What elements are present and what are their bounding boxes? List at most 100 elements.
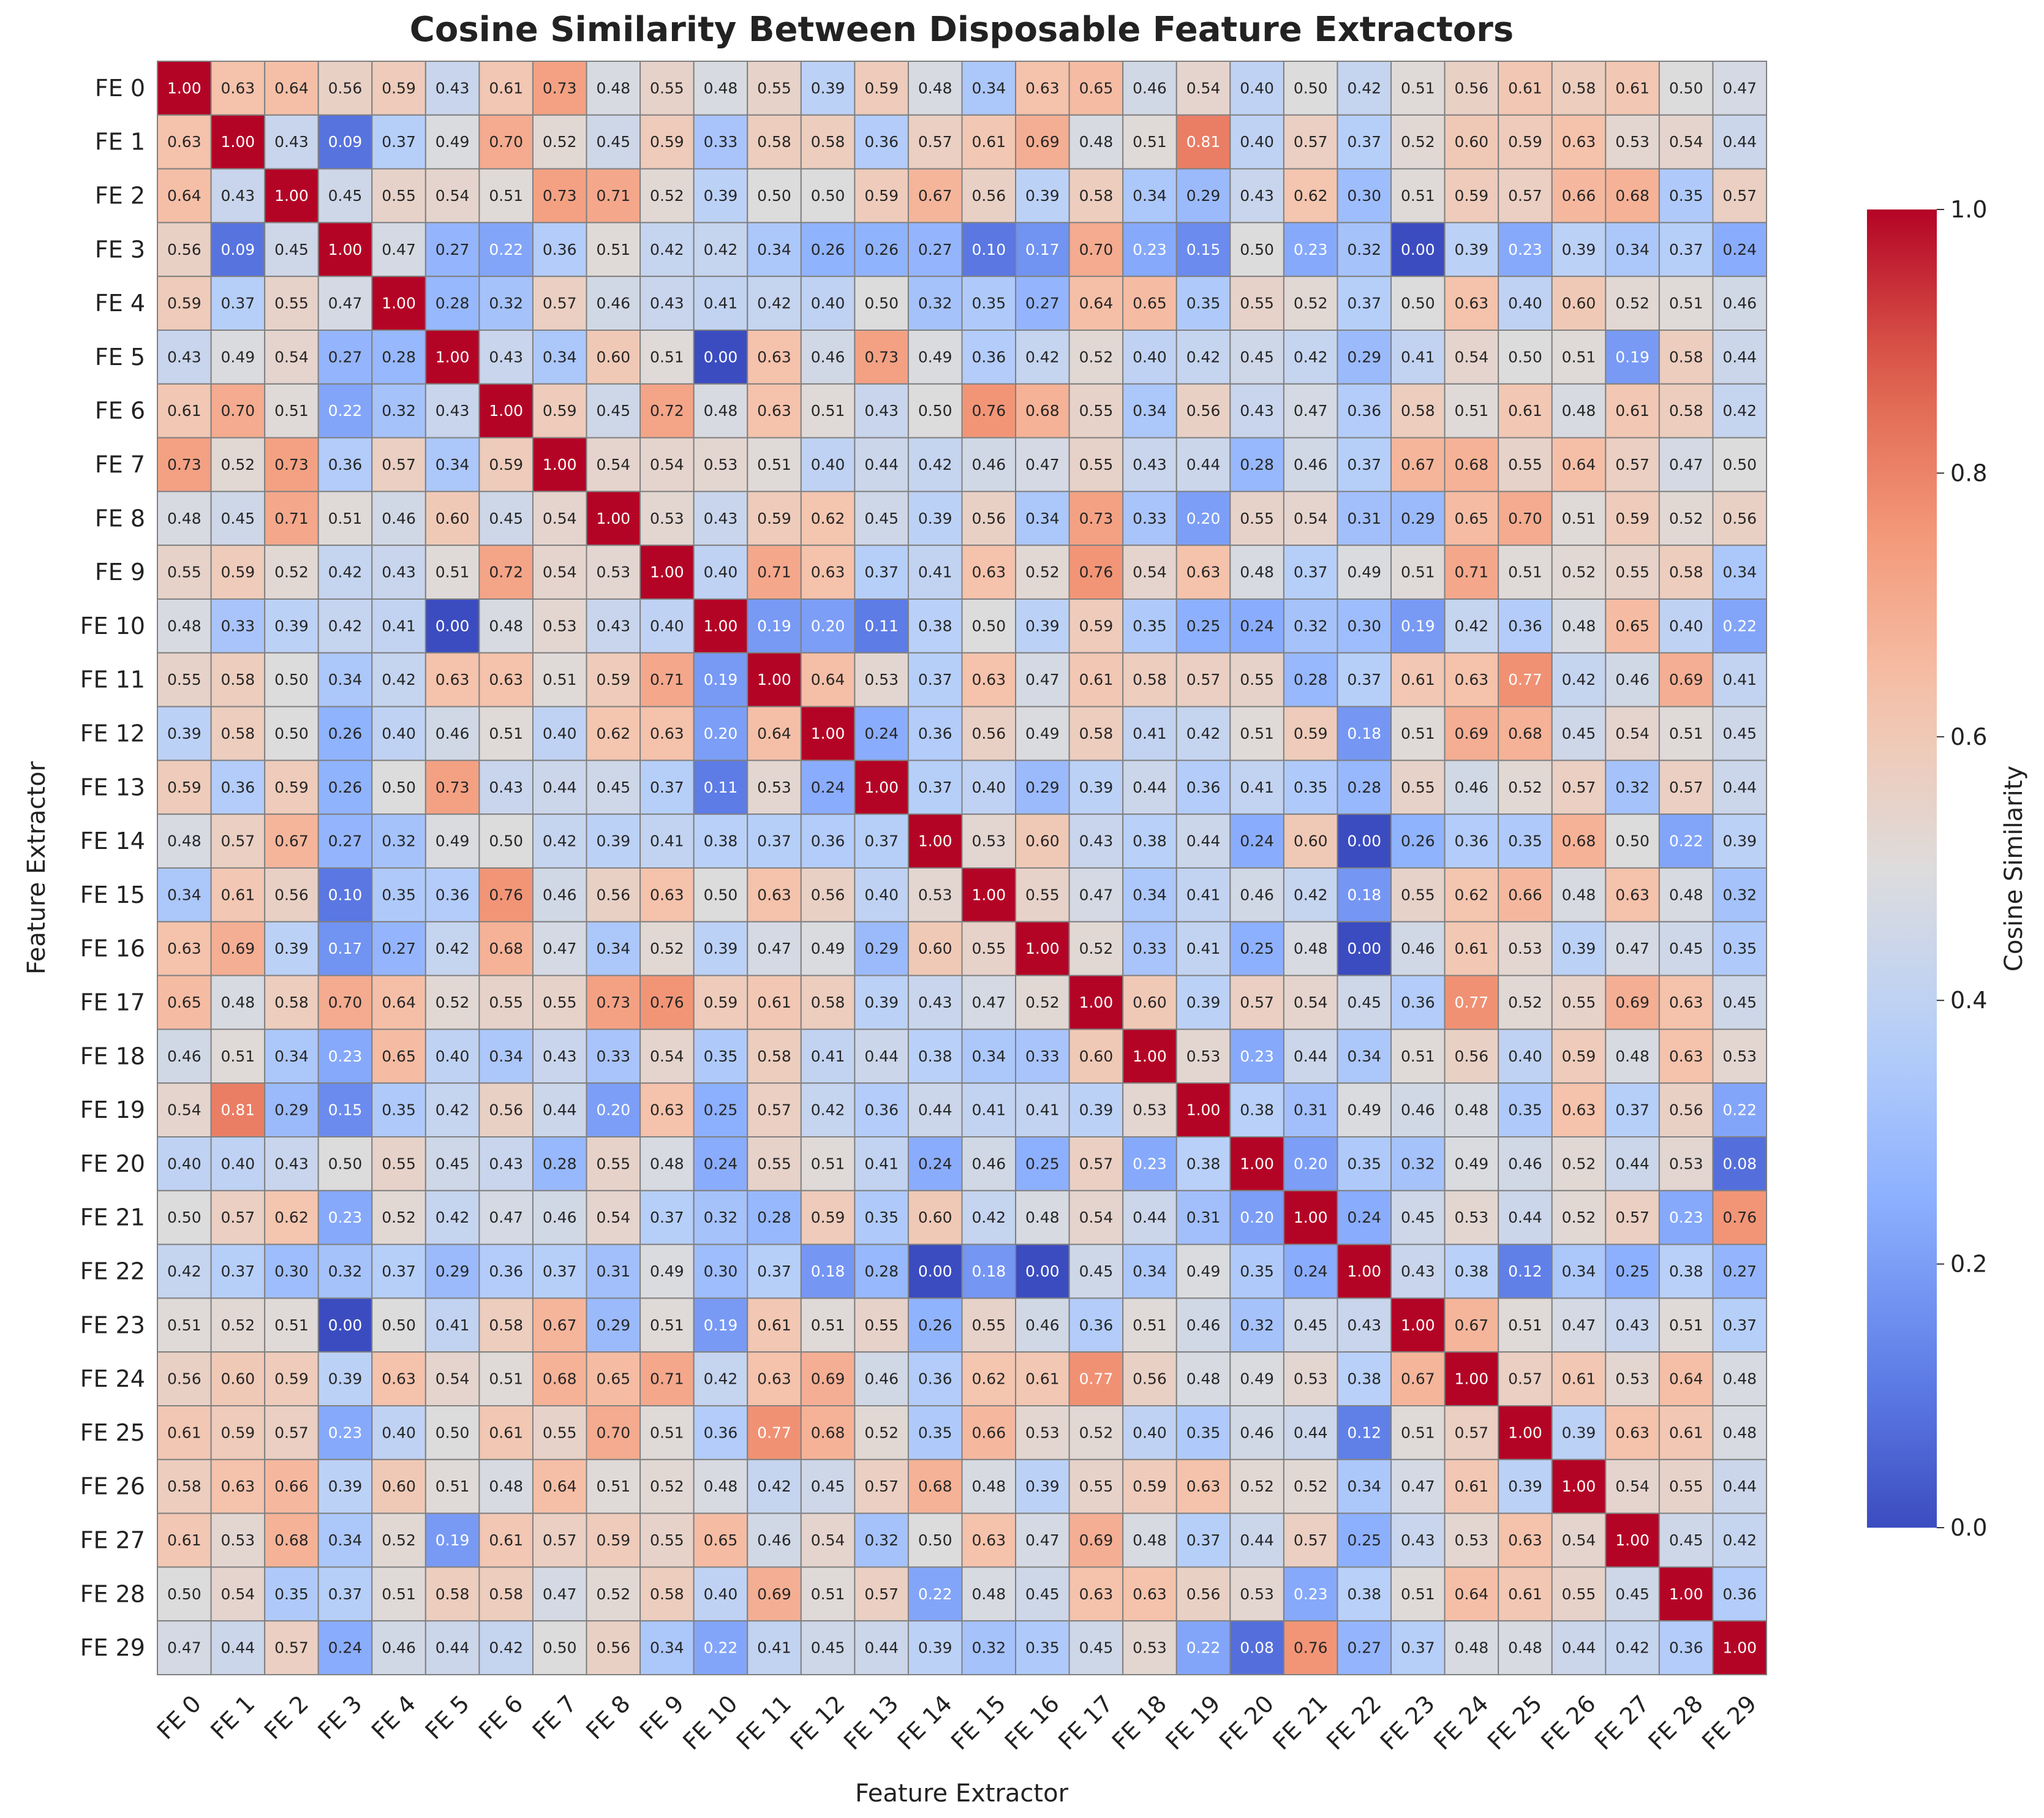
cell-value-label: 0.39 xyxy=(1722,832,1757,850)
heatmap-cell xyxy=(961,383,1017,439)
heatmap-cell xyxy=(157,1405,212,1460)
heatmap-cell xyxy=(800,760,856,815)
cell-value-label: 0.37 xyxy=(650,779,684,796)
cell-value-label: 0.44 xyxy=(543,1101,577,1119)
heatmap-cell xyxy=(1175,1190,1231,1245)
cell-value-label: 0.63 xyxy=(1133,1585,1167,1603)
cell-value-label: 0.43 xyxy=(436,402,470,420)
cell-value-label: 0.22 xyxy=(1669,832,1703,850)
cell-value-label: 0.63 xyxy=(971,564,1006,581)
cell-value-label: 0.35 xyxy=(704,1047,738,1065)
cell-value-label: 0.34 xyxy=(328,1531,363,1549)
heatmap-cell xyxy=(371,1512,426,1568)
cell-value-label: 0.37 xyxy=(543,1262,577,1280)
cell-value-label: 0.56 xyxy=(167,241,202,258)
cell-value-label: 0.32 xyxy=(1294,617,1328,635)
cell-value-label: 0.63 xyxy=(1186,564,1221,581)
y-tick-label: FE 20 xyxy=(80,1150,145,1177)
heatmap-cell xyxy=(1658,1458,1714,1514)
cell-value-label: 0.53 xyxy=(596,564,630,581)
cell-value-label: 0.46 xyxy=(543,886,577,903)
cell-value-label: 0.43 xyxy=(1401,1262,1435,1280)
cell-value-label: 0.61 xyxy=(1615,402,1650,420)
cell-value-label: 0.53 xyxy=(1669,1155,1703,1172)
heatmap-cell xyxy=(1175,1620,1231,1675)
cell-value-label: 0.44 xyxy=(1615,1155,1650,1172)
cell-value-label: 0.70 xyxy=(221,402,255,420)
cell-value-label: 0.66 xyxy=(971,1424,1006,1441)
heatmap-cell xyxy=(210,383,266,439)
heatmap-cell xyxy=(1015,760,1070,815)
cell-value-label: 0.57 xyxy=(1508,187,1542,205)
x-tick-label: FE 0 xyxy=(152,1690,206,1744)
heatmap-cell xyxy=(800,114,856,170)
cell-value-label: 0.42 xyxy=(436,1209,470,1226)
colorbar-tick-label: 0.4 xyxy=(1950,987,1987,1014)
cell-value-label: 0.59 xyxy=(864,79,899,97)
heatmap-cell xyxy=(264,1243,319,1299)
cell-value-label: 0.35 xyxy=(971,295,1006,312)
cell-value-label: 0.37 xyxy=(918,671,952,688)
cell-value-label: 0.67 xyxy=(274,832,309,850)
cell-value-label: 0.51 xyxy=(1562,510,1596,527)
cell-value-label: 0.57 xyxy=(1079,1155,1114,1172)
cell-value-label: 0.58 xyxy=(1079,187,1114,205)
cell-value-label: 0.40 xyxy=(543,725,577,742)
cell-value-label: 0.59 xyxy=(1133,1477,1167,1495)
cell-value-label: 0.51 xyxy=(811,1316,845,1334)
heatmap-cell xyxy=(1712,1458,1768,1514)
heatmap-cell xyxy=(532,1028,587,1084)
heatmap-cell xyxy=(1605,545,1660,600)
heatmap-cell xyxy=(693,1136,749,1191)
heatmap-cell xyxy=(693,491,749,546)
cell-value-label: 0.54 xyxy=(1186,79,1221,97)
heatmap-cell xyxy=(1712,1136,1768,1191)
heatmap-cell xyxy=(1390,1512,1446,1568)
heatmap-cell xyxy=(907,1405,963,1460)
heatmap-cell xyxy=(1712,975,1768,1030)
cell-value-label: 0.39 xyxy=(167,725,202,742)
cell-value-label: 0.39 xyxy=(1025,1477,1060,1495)
cell-value-label: 0.51 xyxy=(596,241,630,258)
cell-value-label: 0.41 xyxy=(1186,886,1221,903)
heatmap-cell xyxy=(1229,1297,1284,1353)
cell-value-label: 0.69 xyxy=(1025,133,1060,151)
cell-value-label: 0.46 xyxy=(757,1531,791,1549)
cell-value-label: 1.00 xyxy=(1240,1155,1274,1172)
heatmap-cell xyxy=(586,276,641,331)
cell-value-label: 0.65 xyxy=(1133,295,1167,312)
cell-value-label: 0.20 xyxy=(1294,1155,1328,1172)
heatmap-cell xyxy=(1444,652,1499,707)
cell-value-label: 0.32 xyxy=(382,402,416,420)
heatmap-cell xyxy=(907,383,963,439)
cell-value-label: 0.29 xyxy=(596,1316,630,1334)
cell-value-label: 0.42 xyxy=(436,940,470,957)
heatmap-cell xyxy=(157,61,212,116)
heatmap-cell xyxy=(1283,168,1338,224)
cell-value-label: 0.41 xyxy=(382,617,416,635)
cell-value-label: 0.42 xyxy=(971,1209,1006,1226)
y-tick-label: FE 17 xyxy=(80,989,145,1016)
cell-value-label: 0.51 xyxy=(596,1477,630,1495)
cell-value-label: 0.36 xyxy=(864,1101,899,1119)
heatmap-cell xyxy=(1605,222,1660,277)
cell-value-label: 0.09 xyxy=(328,133,363,151)
x-tick-label: FE 15 xyxy=(946,1690,1011,1755)
heatmap-cell xyxy=(1658,1566,1714,1622)
cell-value-label: 0.59 xyxy=(274,1370,309,1388)
cell-value-label: 0.52 xyxy=(650,940,684,957)
cell-value-label: 0.36 xyxy=(1186,779,1221,796)
cell-value-label: 0.51 xyxy=(650,1424,684,1441)
cell-value-label: 0.55 xyxy=(971,1316,1006,1334)
heatmap-cell xyxy=(1015,491,1070,546)
cell-value-label: 0.81 xyxy=(1186,133,1221,151)
y-tick-label: FE 24 xyxy=(80,1365,145,1392)
heatmap-cell xyxy=(478,276,534,331)
heatmap-cell xyxy=(1498,1405,1553,1460)
cell-value-label: 0.47 xyxy=(543,940,577,957)
heatmap-cell xyxy=(1498,813,1553,869)
heatmap-cell xyxy=(1444,168,1499,224)
heatmap-cell xyxy=(532,1190,587,1245)
cell-value-label: 0.50 xyxy=(1615,832,1650,850)
heatmap-cell xyxy=(1712,1512,1768,1568)
